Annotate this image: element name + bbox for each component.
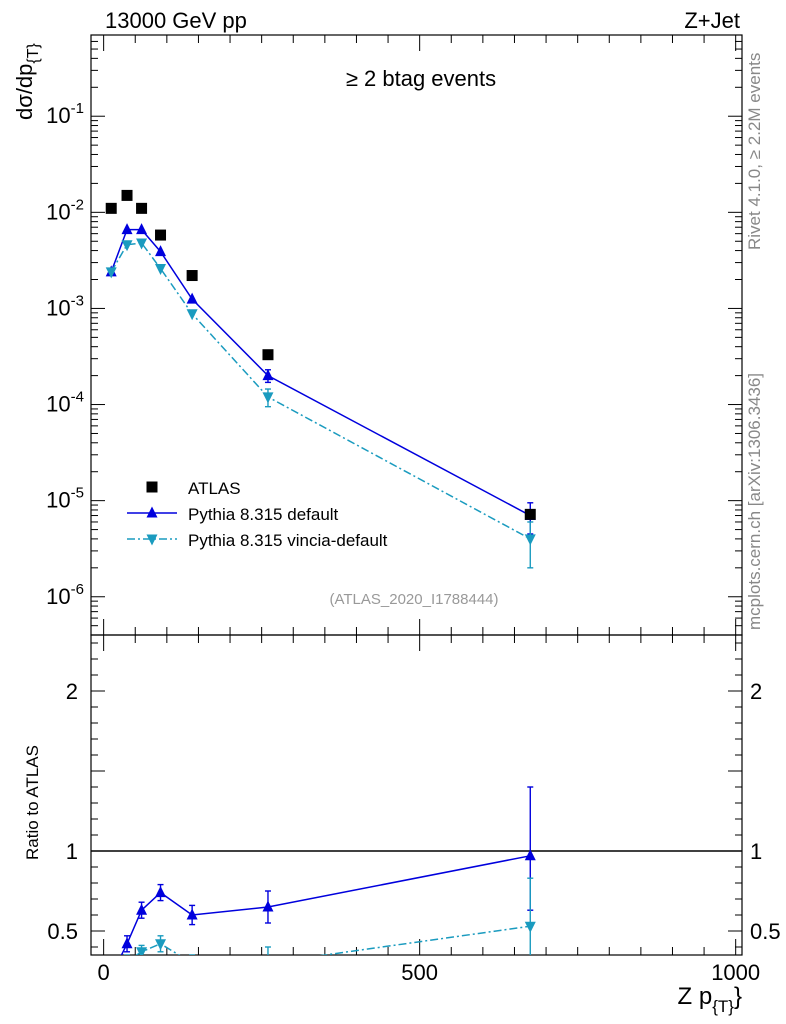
series-atlas [105,189,536,520]
data-point [186,309,198,321]
data-point [136,223,148,235]
ratio-frame [90,634,743,956]
series-line [110,242,531,540]
legend: ATLAS Pythia 8.315 default Pythia 8.315 vi… [127,479,388,550]
x-tick-label: 500 [401,960,438,985]
y-tick-label-main: 10-5 [46,485,84,513]
data-point [136,903,148,915]
analysis-watermark: (ATLAS_2020_I1788444) [329,591,498,608]
data-point [155,264,167,276]
y-tick-label-ratio-left: 1 [66,839,78,864]
process-label: Z+Jet [684,8,740,33]
data-point [155,886,167,898]
series-line [120,855,531,955]
y-tick-label-main-exponent: -1 [71,100,84,117]
mcplots-label: mcplots.cern.ch [arXiv:1306.3436] [745,373,764,630]
data-point [121,937,133,949]
legend-marker [146,506,158,518]
axis-ticks: 10-6 10-5 10-4 10-3 10-2 10-1 0.5 0.5 1 1 2 2 0 500 10… [46,35,781,985]
legend-item: Pythia 8.315 default [127,505,339,524]
legend-label: ATLAS [188,479,241,498]
ratio-series [120,786,536,955]
legend-label: Pythia 8.315 vincia-default [188,531,388,550]
energy-label: 13000 GeV pp [105,8,247,33]
y-tick-label-ratio-left: 2 [66,679,78,704]
rivet-label: Rivet 4.1.0, ≥ 2.2M events [745,53,764,250]
data-point [262,369,274,381]
data-point [155,245,167,257]
main-series [105,189,536,569]
data-point [121,223,133,235]
data-point [105,267,117,279]
y-tick-label-main-exponent: -6 [71,581,84,598]
y-tick-label-main-exponent: -4 [71,389,84,406]
legend-label: Pythia 8.315 default [188,505,339,524]
legend-item: Pythia 8.315 vincia-default [127,531,388,550]
data-point [524,921,536,933]
series-pythia-8-315-default [105,223,536,535]
y-tick-label-main: 10-6 [46,581,84,609]
data-point [105,202,117,214]
data-point [524,534,536,546]
x-tick-label: 0 [98,960,110,985]
y-tick-label-ratio-right: 2 [750,679,762,704]
y-tick-label-main: 10-2 [46,196,84,224]
data-point [524,849,536,861]
data-point [155,229,167,241]
data-point [186,292,198,304]
data-point [136,202,148,214]
y-tick-label-ratio-right: 0.5 [750,919,781,944]
y-tick-label-ratio-right: 1 [750,839,762,864]
data-point [136,947,148,955]
y-tick-label-ratio-left: 0.5 [47,919,78,944]
x-tick-label: 1000 [711,960,760,985]
y-tick-label-main-exponent: -2 [71,196,84,213]
data-point [524,508,536,520]
plot-frames [90,34,743,956]
y-tick-label-main: 10-1 [46,100,84,128]
y-tick-label-main-exponent: -5 [71,485,84,502]
series-line [135,925,531,955]
data-point [155,939,167,951]
data-point [136,238,148,250]
data-point [262,900,274,912]
data-point [121,189,133,201]
series-pythia-8-315-default [120,786,536,955]
legend-marker [146,481,158,493]
y-tick-label-main: 10-3 [46,292,84,320]
legend-item: ATLAS [146,479,241,498]
series-line [110,228,531,517]
data-point [121,240,133,252]
y-axis-label-main: dσ/dp{T} [12,42,42,120]
y-axis-label-ratio: Ratio to ATLAS [23,745,42,860]
x-axis-label: Z p{T}} [678,983,742,1016]
y-tick-label-main-exponent: -3 [71,292,84,309]
series-pythia-8-315-vincia-default [124,877,536,955]
y-tick-label-main: 10-4 [46,389,84,417]
data-point [262,349,274,361]
data-point [186,270,198,282]
legend-marker [146,534,158,546]
series-pythia-8-315-vincia-default [105,238,536,569]
data-point [262,392,274,404]
chart-title: ≥ 2 btag events [346,66,496,91]
data-point [186,908,198,920]
